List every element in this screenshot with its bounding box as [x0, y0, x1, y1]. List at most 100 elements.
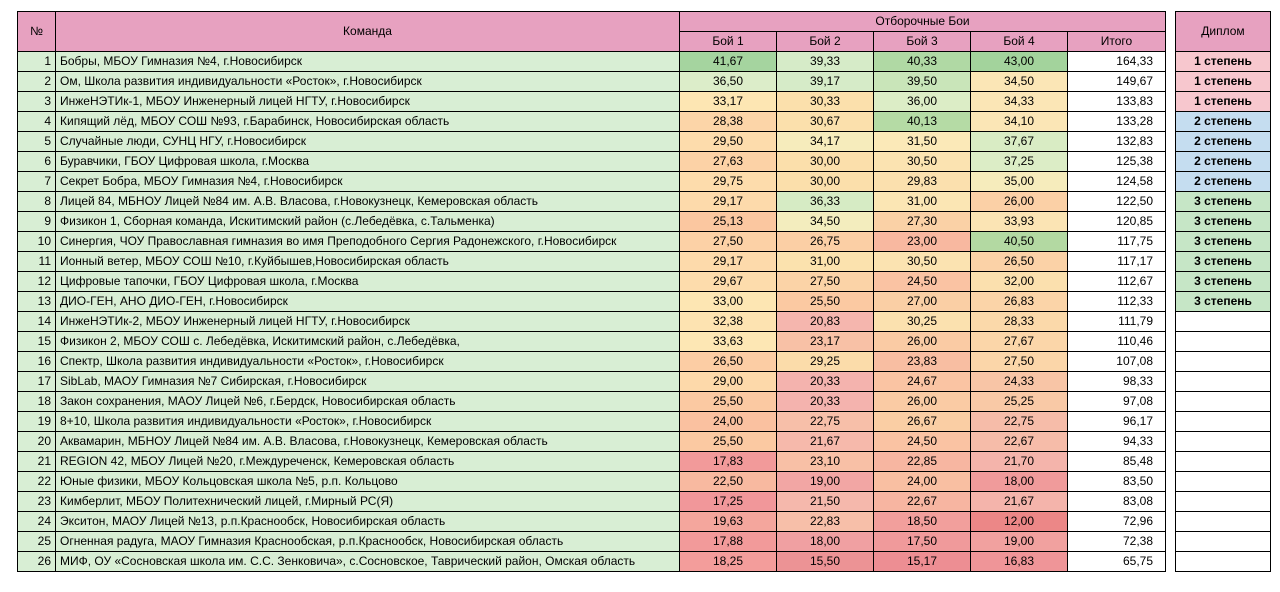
team-name: ДИО-ГЕН, АНО ДИО-ГЕН, г.Новосибирск [55, 291, 680, 312]
team-name: SibLab, МАОУ Гимназия №7 Сибирская, г.Но… [55, 371, 680, 392]
total-score: 96,17 [1067, 411, 1166, 432]
round-2-score: 27,50 [776, 271, 874, 292]
round-4-score: 27,67 [970, 331, 1068, 352]
round-1-score: 25,50 [679, 391, 777, 412]
round-4-score: 40,50 [970, 231, 1068, 252]
round-2-score: 34,50 [776, 211, 874, 232]
round-2-score: 29,25 [776, 351, 874, 372]
team-name: Экситон, МАОУ Лицей №13, р.п.Краснообск,… [55, 511, 680, 532]
team-name: Кимберлит, МБОУ Политехнический лицей, г… [55, 491, 680, 512]
round-2-score: 22,75 [776, 411, 874, 432]
diploma-cell: 3 степень [1175, 231, 1271, 252]
table-row: 11 Ионный ветер, МБОУ СОШ №10, г.Куйбышев… [17, 251, 1271, 272]
total-score: 110,46 [1067, 331, 1166, 352]
round-2-score: 31,00 [776, 251, 874, 272]
diploma-cell: 3 степень [1175, 291, 1271, 312]
round-1-score: 17,88 [679, 531, 777, 552]
round-1-score: 36,50 [679, 71, 777, 92]
diploma-cell [1175, 311, 1271, 332]
round-1-score: 27,63 [679, 151, 777, 172]
table-row: 15 Физикон 2, МБОУ СОШ с. Лебедёвка, Иски… [17, 331, 1271, 352]
column-gap [1165, 231, 1176, 252]
row-number: 5 [17, 131, 56, 152]
column-gap [1165, 151, 1176, 172]
round-2-score: 15,50 [776, 551, 874, 572]
total-score: 97,08 [1067, 391, 1166, 412]
table-row: 12 Цифровые тапочки, ГБОУ Цифровая школа,… [17, 271, 1271, 292]
round-2-score: 30,33 [776, 91, 874, 112]
round-3-score: 23,83 [873, 351, 971, 372]
round-2-score: 20,33 [776, 371, 874, 392]
row-number: 25 [17, 531, 56, 552]
row-number: 18 [17, 391, 56, 412]
round-1-score: 29,75 [679, 171, 777, 192]
row-number: 15 [17, 331, 56, 352]
round-2-score: 21,50 [776, 491, 874, 512]
team-name: ИнжеНЭТИк-1, МБОУ Инженерный лицей НГТУ,… [55, 91, 680, 112]
team-name: Ионный ветер, МБОУ СОШ №10, г.Куйбышев,Н… [55, 251, 680, 272]
diploma-cell: 3 степень [1175, 271, 1271, 292]
round-1-score: 17,25 [679, 491, 777, 512]
round-4-score: 35,00 [970, 171, 1068, 192]
diploma-cell: 3 степень [1175, 191, 1271, 212]
row-number: 22 [17, 471, 56, 492]
round-3-score: 31,50 [873, 131, 971, 152]
team-name: Секрет Бобра, МБОУ Гимназия №4, г.Новоси… [55, 171, 680, 192]
round-2-score: 26,75 [776, 231, 874, 252]
column-gap [1165, 211, 1176, 232]
header-total: Итого [1067, 31, 1166, 52]
round-1-score: 28,38 [679, 111, 777, 132]
team-name: Спектр, Школа развития индивидуальности … [55, 351, 680, 372]
team-name: Физикон 2, МБОУ СОШ с. Лебедёвка, Искити… [55, 331, 680, 352]
total-score: 85,48 [1067, 451, 1166, 472]
team-name: Буравчики, ГБОУ Цифровая школа, г.Москва [55, 151, 680, 172]
column-gap [1165, 511, 1176, 532]
round-4-score: 33,93 [970, 211, 1068, 232]
round-2-score: 18,00 [776, 531, 874, 552]
round-4-score: 26,83 [970, 291, 1068, 312]
round-2-score: 30,67 [776, 111, 874, 132]
round-1-score: 24,00 [679, 411, 777, 432]
column-gap [1165, 531, 1176, 552]
row-number: 12 [17, 271, 56, 292]
results-table-container: № Команда Отборочные Бои Диплом Бой 1 Бо… [17, 11, 1271, 572]
column-gap [1165, 11, 1176, 52]
header-number: № [17, 11, 56, 52]
column-gap [1165, 311, 1176, 332]
round-4-score: 16,83 [970, 551, 1068, 572]
table-row: 8 Лицей 84, МБНОУ Лицей №84 им. А.В. Влас… [17, 191, 1271, 212]
round-4-score: 24,33 [970, 371, 1068, 392]
table-row: 4 Кипящий лёд, МБОУ СОШ №93, г.Барабинск,… [17, 111, 1271, 132]
total-score: 133,28 [1067, 111, 1166, 132]
round-1-score: 29,17 [679, 251, 777, 272]
round-1-score: 29,17 [679, 191, 777, 212]
column-gap [1165, 251, 1176, 272]
column-gap [1165, 131, 1176, 152]
row-number: 16 [17, 351, 56, 372]
round-4-score: 22,75 [970, 411, 1068, 432]
round-4-score: 19,00 [970, 531, 1068, 552]
column-gap [1165, 411, 1176, 432]
round-1-score: 29,50 [679, 131, 777, 152]
round-4-score: 43,00 [970, 51, 1068, 72]
row-number: 21 [17, 451, 56, 472]
round-3-score: 24,67 [873, 371, 971, 392]
row-number: 1 [17, 51, 56, 72]
diploma-cell [1175, 331, 1271, 352]
total-score: 164,33 [1067, 51, 1166, 72]
round-3-score: 27,30 [873, 211, 971, 232]
round-4-score: 25,25 [970, 391, 1068, 412]
header-round-3: Бой 3 [873, 31, 971, 52]
round-3-score: 24,00 [873, 471, 971, 492]
round-4-score: 21,70 [970, 451, 1068, 472]
table-row: 17 SibLab, МАОУ Гимназия №7 Сибирская, г.… [17, 371, 1271, 392]
round-3-score: 26,67 [873, 411, 971, 432]
round-2-score: 39,17 [776, 71, 874, 92]
round-4-score: 37,67 [970, 131, 1068, 152]
round-2-score: 34,17 [776, 131, 874, 152]
table-row: 9 Физикон 1, Сборная команда, Искитимский… [17, 211, 1271, 232]
round-3-score: 24,50 [873, 431, 971, 452]
total-score: 122,50 [1067, 191, 1166, 212]
row-number: 8 [17, 191, 56, 212]
round-3-score: 40,33 [873, 51, 971, 72]
